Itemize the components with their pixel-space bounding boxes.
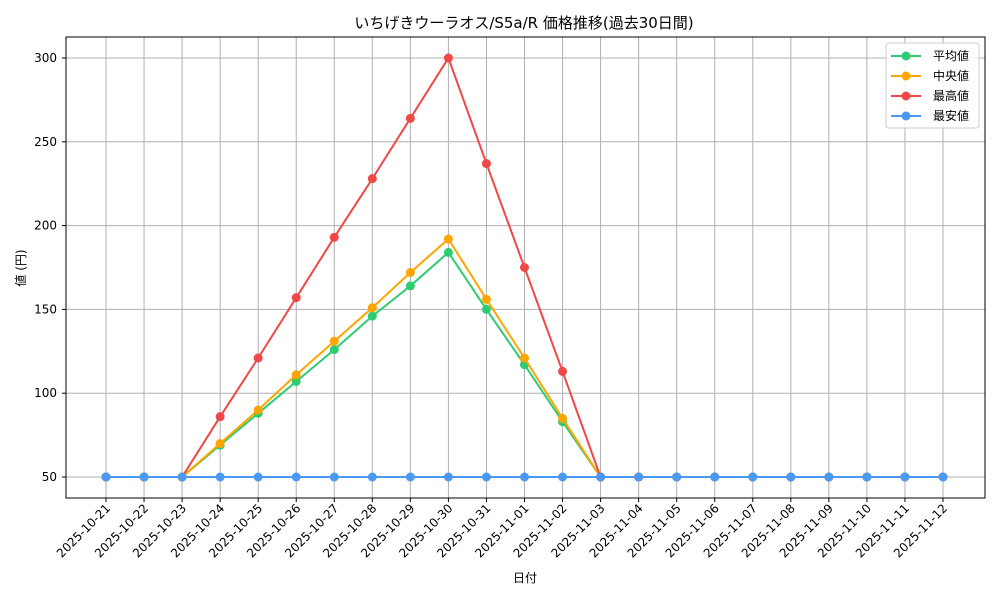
data-point [405,268,415,278]
x-axis-ticks: 2025-10-212025-10-222025-10-232025-10-24… [54,498,950,560]
legend-label: 平均値 [933,48,969,63]
y-tick-label: 250 [34,135,57,149]
data-point [291,472,301,482]
data-point [596,472,606,482]
data-point [443,53,453,63]
legend-box [885,42,980,129]
data-point [710,472,720,482]
data-point [481,472,491,482]
data-point [938,472,948,482]
plot-area-frame [65,36,986,499]
y-tick-label: 200 [34,219,57,233]
legend-label: 最安値 [933,108,969,123]
y-tick-label: 100 [34,386,57,400]
legend-item: 中央値 [891,68,969,83]
data-point [634,472,644,482]
data-point [900,472,910,482]
data-point [291,370,301,380]
data-point [520,353,529,363]
chart-title: いちげきウーラオス/S5a/R 価格推移(過去30日間) [354,14,693,32]
data-point [253,405,263,415]
data-point [329,336,339,346]
data-point [291,293,301,303]
data-point [824,472,834,482]
legend-label: 中央値 [933,68,969,83]
data-point [748,472,758,482]
data-point [558,472,568,482]
series-lines [101,53,948,482]
x-axis-title: 日付 [513,571,537,585]
data-point [367,303,377,313]
data-point [405,281,415,291]
legend-marker-icon [901,71,911,81]
data-point [329,345,339,355]
data-point [367,472,377,482]
data-point [253,472,263,482]
data-point [443,234,453,244]
data-point [481,159,491,169]
data-point [329,232,339,242]
y-axis-ticks: 50 100 150 200 250 300 [34,51,66,484]
data-point [405,472,415,482]
data-point [177,472,187,482]
data-point [291,376,301,386]
data-point [405,113,415,123]
legend-marker-icon [901,91,911,101]
data-point [215,412,225,422]
data-point [443,472,453,482]
legend-marker-icon [901,51,911,61]
data-point [215,438,225,448]
data-point [558,413,568,423]
legend-item: 最高値 [891,88,969,103]
data-point [139,472,149,482]
data-point [558,366,568,376]
y-tick-label: 50 [42,470,57,484]
legend-item: 最安値 [891,108,969,123]
data-point [329,472,339,482]
legend-item: 平均値 [891,48,969,63]
data-point [481,294,491,304]
data-point [520,472,529,482]
legend-marker-icon [901,111,911,121]
data-point [215,472,225,482]
data-point [481,304,491,314]
data-point [672,472,682,482]
data-point [862,472,872,482]
data-point [253,353,263,363]
data-point [101,472,111,482]
data-point [520,263,529,272]
data-point [367,311,377,321]
data-point [786,472,796,482]
legend-label: 最高値 [933,88,969,103]
data-point [367,174,377,184]
y-tick-label: 150 [34,302,57,316]
y-tick-label: 300 [34,51,57,65]
series-最安値 [101,472,948,482]
data-point [443,247,453,257]
y-axis-title: 値 (円) [13,249,28,286]
